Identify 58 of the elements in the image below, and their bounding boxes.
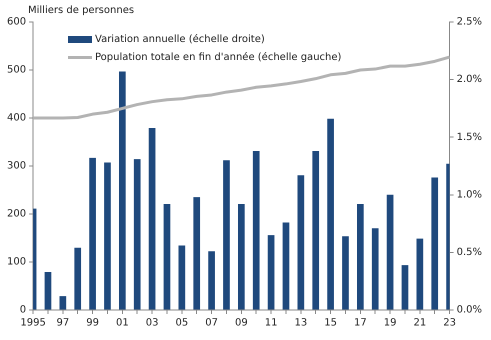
bar (59, 296, 66, 310)
bar (372, 228, 379, 310)
bar (297, 175, 304, 310)
x-tick-label: 17 (354, 318, 367, 329)
bar (282, 222, 290, 310)
x-tick-label: 13 (294, 318, 308, 329)
bar (268, 235, 274, 310)
bar (238, 204, 245, 310)
bar (386, 194, 394, 310)
bar (118, 72, 126, 310)
bar (89, 158, 96, 310)
x-tick-label: 1995 (20, 318, 46, 329)
bar (252, 151, 260, 310)
x-tick-label: 01 (116, 318, 129, 329)
bar (208, 251, 215, 310)
bar (178, 245, 186, 310)
x-tick-label: 09 (234, 318, 248, 329)
y-axis-title: Milliers de personnes (28, 5, 134, 16)
y-tick-label: 400 (6, 112, 26, 124)
legend-label: Variation annuelle (échelle droite) (95, 34, 265, 44)
x-tick-label: 99 (86, 318, 99, 329)
y-tick-label: 100 (6, 256, 26, 268)
bar (402, 265, 408, 310)
y-tick-label: 500 (6, 64, 26, 76)
bar (431, 178, 438, 310)
bar (327, 118, 334, 310)
y-tick-label: 200 (6, 208, 26, 220)
x-tick-label: 03 (146, 318, 158, 329)
bar (342, 236, 349, 310)
legend-label: Population totale en fin d'année (échelle gauche) (95, 52, 342, 62)
y2-tick-label: 0.0% (456, 304, 482, 316)
bar (148, 128, 156, 310)
bar (416, 238, 424, 310)
bar (223, 160, 230, 310)
x-tick-label: 19 (384, 318, 396, 329)
y2-tick-label: 1.5% (456, 132, 482, 143)
bar (74, 248, 82, 310)
x-tick-label: 15 (324, 318, 337, 329)
y2-tick-label: 0.5% (456, 246, 482, 258)
x-tick-label: 07 (205, 318, 218, 329)
x-tick-label: 05 (175, 318, 188, 329)
bar (164, 204, 170, 310)
x-tick-label: 23 (443, 318, 456, 329)
y2-tick-label: 2.5% (456, 16, 482, 28)
bar (104, 162, 111, 310)
y2-tick-label: 2.0% (456, 74, 482, 86)
bar (312, 151, 320, 310)
y-tick-label: 300 (6, 160, 26, 172)
bar (134, 159, 141, 310)
x-tick-label: 21 (413, 318, 426, 329)
x-tick-label: 11 (264, 318, 278, 329)
y2-tick-label: 1.0% (456, 189, 482, 200)
y-tick-label: 0 (20, 304, 26, 316)
bar (44, 272, 52, 310)
x-tick-label: 97 (56, 318, 70, 329)
bar (356, 204, 364, 310)
bar (193, 197, 200, 310)
y-tick-label: 600 (6, 16, 26, 28)
